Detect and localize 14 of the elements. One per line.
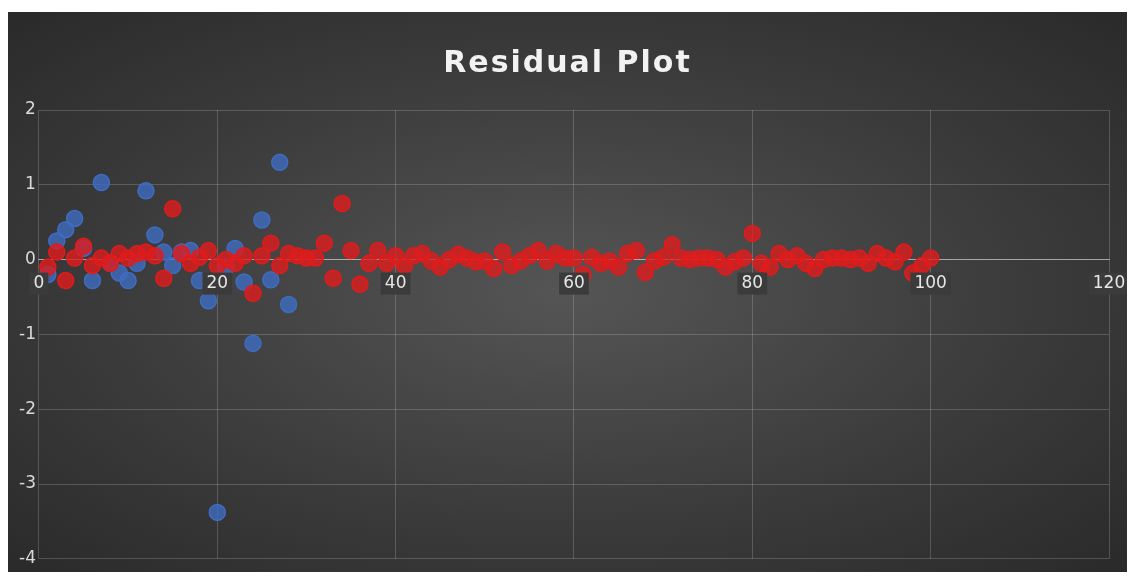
- y-tick-label: -2: [19, 397, 36, 418]
- y-tick-label: -3: [19, 472, 36, 493]
- x-tick-label: 120: [1092, 272, 1126, 293]
- y-tick-label: 2: [25, 98, 36, 119]
- x-tick-label: 60: [563, 272, 585, 293]
- y-tick-label: -1: [19, 322, 36, 343]
- y-tick-label: -4: [19, 547, 36, 568]
- x-tick-label: 20: [206, 272, 229, 293]
- x-tick-label: 80: [741, 272, 764, 293]
- y-tick-label: 0: [25, 248, 36, 269]
- y-tick-label: 1: [25, 173, 36, 194]
- x-tick-label: 100: [914, 272, 947, 293]
- chart-title: Residual Plot: [442, 44, 693, 79]
- x-tick-label: 40: [384, 272, 407, 293]
